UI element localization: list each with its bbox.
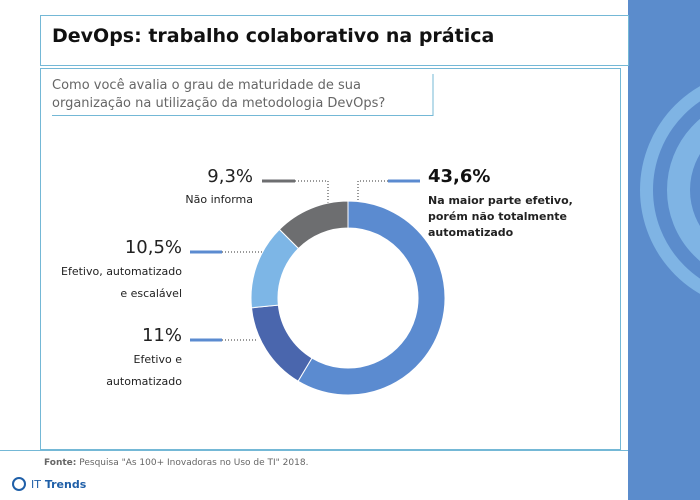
deco-ring	[653, 101, 700, 279]
value-label: 11%	[142, 325, 182, 346]
donut-slice	[297, 200, 446, 396]
logo-icon	[12, 477, 26, 491]
value-label: 9,3%	[207, 166, 253, 187]
category-label: Não informa	[185, 193, 253, 206]
title-box	[40, 15, 629, 66]
brand-prefix: IT	[31, 478, 41, 491]
deco-core	[690, 153, 700, 227]
donut-slice	[250, 304, 313, 382]
category-label: Na maior parte efetivo, porém não totalm…	[428, 194, 573, 239]
category-label: Efetivo, automatizado e escalável	[61, 265, 182, 300]
value-label: 43,6%	[428, 166, 490, 187]
subtitle: Como você avalia o grau de maturidade de…	[52, 78, 386, 111]
footer-rule	[0, 450, 628, 451]
source-text: Pesquisa "As 100+ Inovadoras no Uso de T…	[79, 458, 309, 468]
source-label: Fonte:	[44, 458, 77, 468]
deco-circle	[640, 86, 700, 294]
value-label: 10,5%	[125, 237, 182, 258]
brand: IT Trends	[31, 475, 86, 494]
subtitle-box	[52, 74, 434, 116]
label-lines	[190, 179, 420, 342]
connectors	[222, 180, 388, 341]
category-label: Efetivo e automatizado	[106, 353, 182, 388]
chart-title: DevOps: trabalho colaborativo na prática	[52, 25, 494, 47]
donut-slice	[278, 200, 349, 250]
source: Fonte: Pesquisa "As 100+ Inovadoras no U…	[44, 454, 308, 473]
brand-name: Trends	[44, 478, 87, 491]
donut	[250, 200, 446, 396]
frame	[40, 68, 621, 450]
